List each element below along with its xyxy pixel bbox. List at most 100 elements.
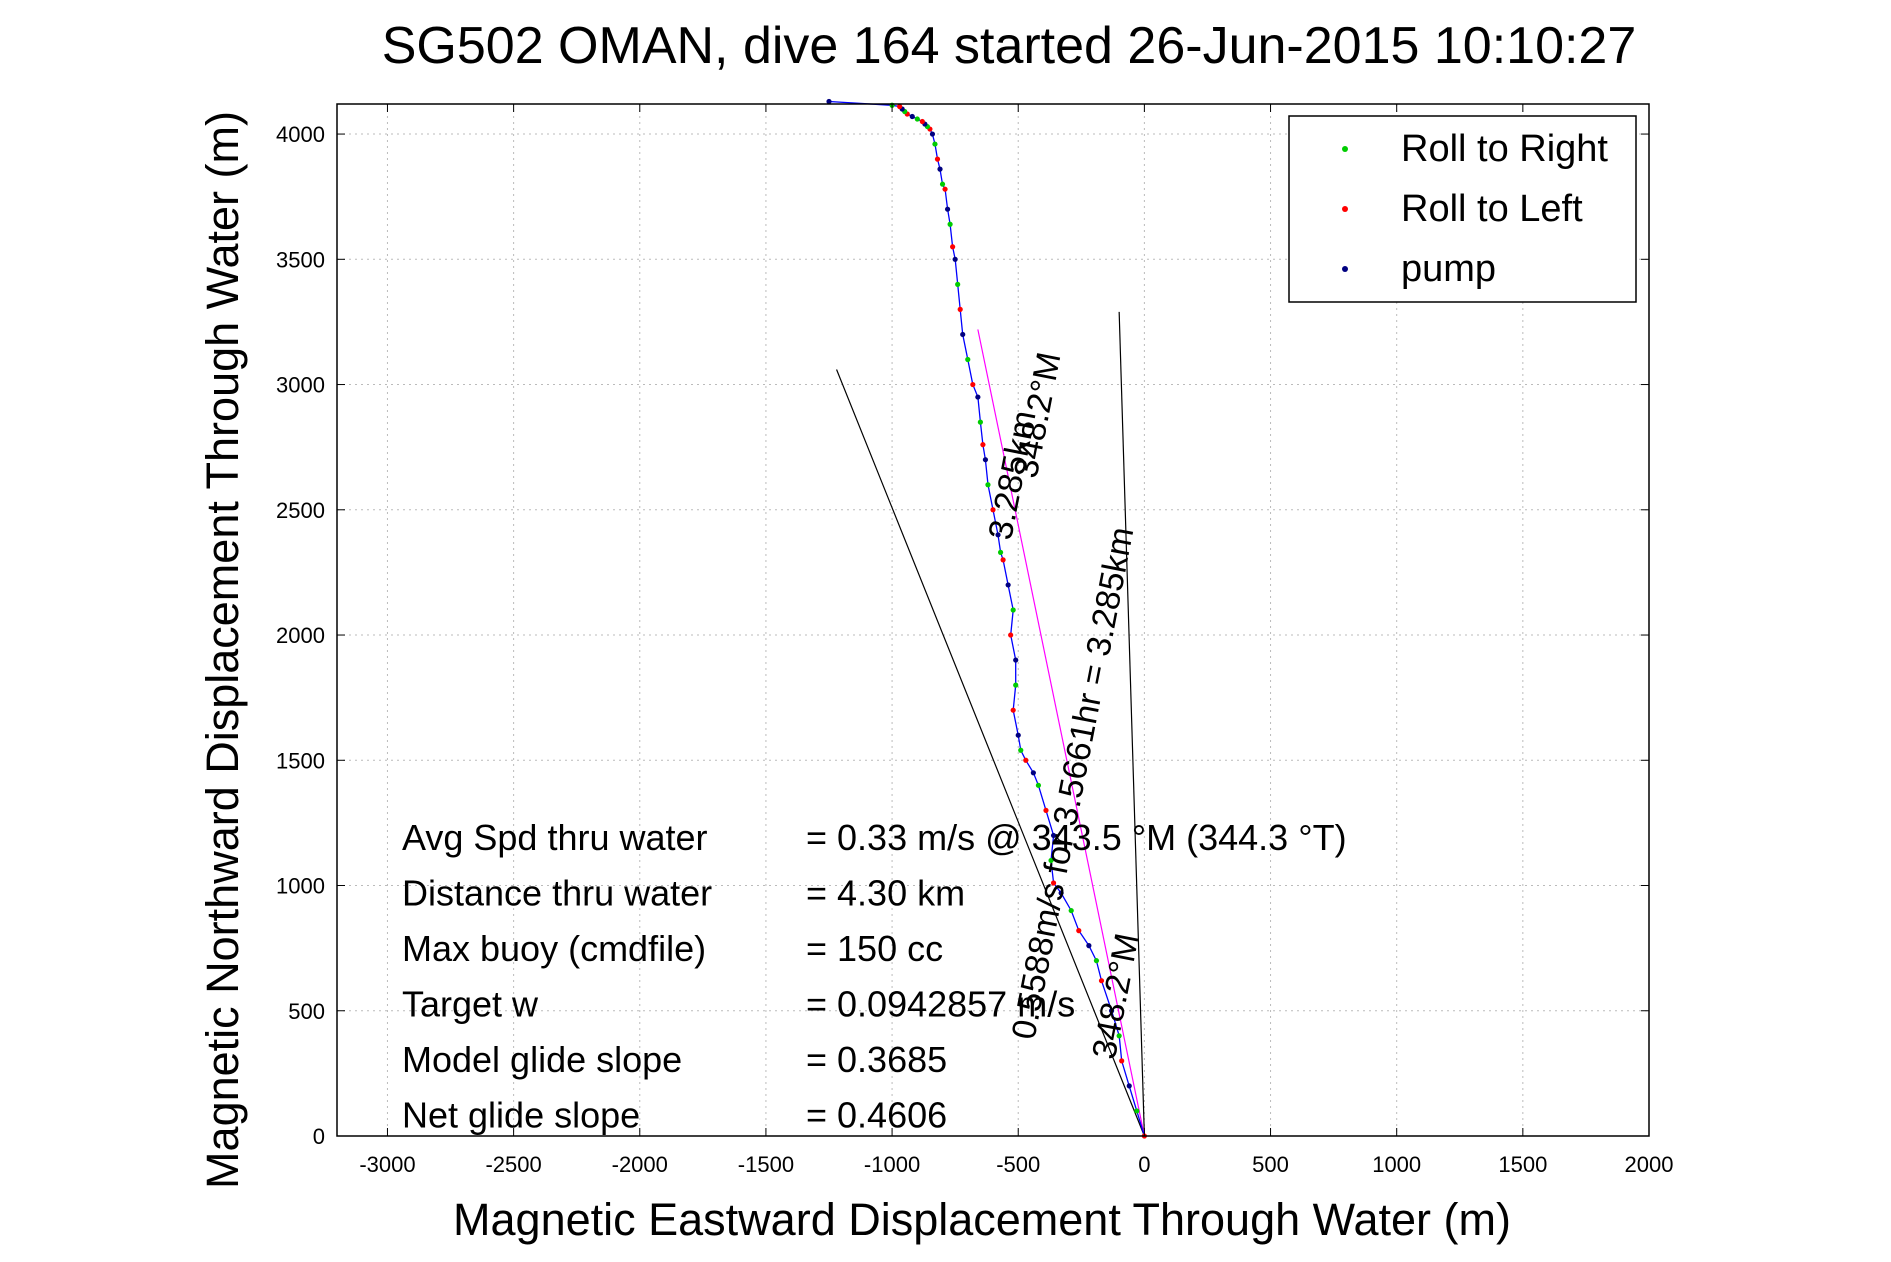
track-point: [932, 141, 938, 147]
x-tick-label: -500: [996, 1152, 1040, 1177]
y-tick-label: 500: [288, 999, 325, 1024]
y-tick-label: 1000: [276, 874, 325, 899]
track-point: [1015, 732, 1021, 738]
track-point: [1050, 832, 1057, 839]
track-point: [826, 98, 832, 105]
track-point: [955, 281, 961, 287]
track-point: [1093, 958, 1100, 964]
track-point: [1108, 1008, 1115, 1014]
x-tick-label: -3000: [359, 1152, 415, 1177]
y-tick-label: 2500: [276, 498, 325, 523]
y-tick-label: 0: [313, 1124, 325, 1149]
track-point: [957, 306, 963, 312]
track-point: [929, 131, 936, 137]
track-point: [1035, 782, 1042, 788]
track-point: [1116, 1033, 1122, 1039]
track-point: [1058, 890, 1064, 896]
track-point: [1098, 978, 1105, 984]
track-point: [1010, 607, 1016, 613]
guide-line: [836, 369, 1145, 1137]
x-tick-label: -1500: [738, 1152, 794, 1177]
track-point: [982, 457, 989, 463]
legend-label: Roll to Right: [1401, 128, 1608, 170]
track-point: [1018, 747, 1024, 753]
annotation-value: = 0.3685: [806, 1039, 947, 1080]
x-tick-label: -2500: [485, 1152, 541, 1177]
y-tick-label: 3500: [276, 247, 325, 272]
legend-label: pump: [1401, 248, 1496, 290]
track-point: [995, 532, 1001, 538]
track-point: [937, 166, 943, 172]
track-point: [1043, 807, 1049, 813]
plot-frame: [336, 103, 1650, 1137]
track-point: [990, 507, 996, 513]
track-point: [909, 113, 915, 120]
ticks: -3000 -2500 -2000 -1500 -1000 -500 0 500 1000 150…: [276, 104, 1673, 1177]
annotation-label: Model glide slope: [402, 1039, 682, 1080]
track-point: [1050, 880, 1057, 886]
track-point: [1126, 1083, 1132, 1089]
annotation-value: = 4.30 km: [806, 873, 965, 914]
track-point: [1023, 757, 1029, 763]
track-point: [975, 394, 981, 400]
track-point: [960, 331, 966, 338]
line-label: 348.2°M: [1085, 930, 1147, 1062]
track-point: [1076, 928, 1082, 934]
legend: Roll to Right Roll to Left pump: [1288, 115, 1637, 303]
x-tick-label: 1500: [1498, 1152, 1547, 1177]
track-point: [952, 256, 958, 262]
track-point: [985, 482, 991, 488]
track-point: [1005, 582, 1011, 588]
legend-label: Roll to Left: [1401, 188, 1583, 230]
stats-annotations: Avg Spd thru water = 0.33 m/s @ 343.5 °M …: [402, 817, 1347, 1136]
track-point: [942, 186, 948, 192]
track-point: [1013, 682, 1019, 688]
x-tick-label: -1000: [864, 1152, 920, 1177]
x-axis-label: Magnetic Eastward Displacement Through W…: [453, 1194, 1511, 1245]
track-point: [914, 116, 920, 122]
track-point: [977, 419, 983, 425]
track-point: [939, 181, 946, 187]
y-tick-label: 4000: [276, 122, 325, 147]
track-point: [1048, 857, 1054, 864]
track-point: [919, 118, 925, 125]
track-point: [1010, 707, 1016, 713]
annotation-label: Distance thru water: [402, 873, 712, 914]
track-point: [947, 221, 953, 227]
track-point: [1119, 1058, 1125, 1064]
track-point: [980, 442, 986, 448]
track-point: [1068, 907, 1074, 914]
y-tick-label: 3000: [276, 373, 325, 398]
y-axis-label: Magnetic Northward Displacement Through …: [197, 111, 248, 1189]
track-point: [965, 356, 971, 363]
track-point: [944, 206, 951, 212]
y-tick-label: 2000: [276, 623, 325, 648]
annotation-value: = 0.4606: [806, 1095, 947, 1136]
annotation-label: Target w: [402, 984, 539, 1025]
x-tick-label: -2000: [612, 1152, 668, 1177]
track-point: [950, 244, 956, 250]
track-point: [1086, 943, 1092, 949]
annotation-label: Avg Spd thru water: [402, 817, 708, 858]
track-point: [997, 549, 1004, 555]
track-point: [1030, 770, 1036, 776]
track-point: [1008, 632, 1014, 638]
track-point: [1134, 1108, 1140, 1114]
annotation-label: Net glide slope: [402, 1095, 640, 1136]
legend-marker: [1342, 206, 1348, 212]
x-tick-label: 2000: [1625, 1152, 1674, 1177]
track-point: [1013, 657, 1019, 663]
legend-marker: [1342, 146, 1348, 152]
guide-lines: [836, 311, 1145, 1137]
annotation-value: = 0.0942857 m/s: [806, 984, 1075, 1025]
track-point: [934, 156, 941, 162]
x-tick-label: 1000: [1372, 1152, 1421, 1177]
track-point: [897, 103, 903, 110]
annotation-value: = 150 cc: [806, 928, 943, 969]
chart-title: SG502 OMAN, dive 164 started 26-Jun-2015…: [382, 17, 1637, 75]
series-group: [826, 98, 1147, 1139]
x-tick-label: 500: [1252, 1152, 1289, 1177]
guide-line: [977, 329, 1145, 1137]
